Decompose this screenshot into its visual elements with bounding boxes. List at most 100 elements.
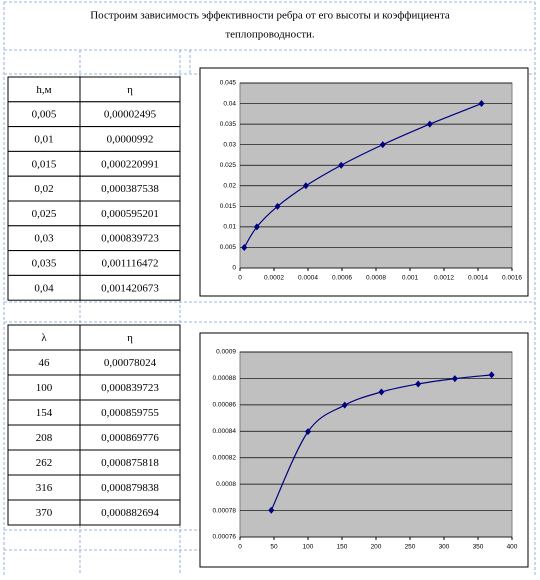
table-value: 0,015: [32, 158, 57, 170]
table-value: 0,000869776: [101, 432, 159, 444]
point: [268, 506, 275, 514]
x-tick-label: 0.0004: [298, 275, 318, 282]
table-cell: [7, 424, 81, 451]
y-tick-label: 0.0009: [216, 349, 236, 356]
y-tick-label: 0.00084: [213, 428, 237, 435]
table-value: 0,035: [32, 258, 57, 270]
chart: 0 0.005 0.01 0.015 0.02 0.025 0.03 0.035 0.04 0.0…: [199, 67, 529, 297]
table: λ η 46 0,00078024 100 0,000839723 154 0,0008597…: [7, 324, 181, 526]
table-value: 0,000839723: [101, 382, 159, 394]
table-cell: [7, 250, 81, 276]
table-cell: [79, 449, 181, 476]
y-tick-label: 0.02: [223, 182, 236, 189]
table-cell: [79, 374, 181, 401]
table-cell: [79, 250, 181, 276]
x-tick-label: 0: [238, 544, 242, 551]
x-tick-label: 200: [371, 544, 382, 551]
table-value: 0,00078024: [104, 357, 157, 369]
point: [451, 375, 458, 383]
table-cell: [79, 150, 181, 177]
table-cell: [79, 424, 181, 451]
x-tick-label: 0: [238, 275, 242, 282]
x-tick-label: 150: [337, 544, 348, 551]
point: [426, 120, 433, 128]
table-cell: [79, 200, 181, 227]
table-value: 0,000879838: [101, 482, 159, 494]
point: [241, 243, 248, 251]
y-tick-label: 0.035: [220, 121, 237, 128]
table-value: 0,000839723: [101, 233, 159, 245]
table-cell: [79, 175, 181, 202]
table-header: η: [127, 84, 133, 96]
table-value: 0,000875818: [101, 457, 159, 469]
chart: 0.00076 0.00078 0.0008 0.00082 0.00084 0.0008…: [199, 332, 529, 568]
point: [253, 223, 260, 231]
x-tick-label: 0.0012: [434, 275, 454, 282]
table-cell: [79, 126, 181, 152]
plot-area: [239, 351, 513, 538]
table-cell: [7, 499, 81, 526]
table-cell: [79, 76, 181, 103]
table-value: 0,005: [32, 109, 57, 121]
table-header: η: [127, 332, 133, 344]
point: [302, 182, 309, 190]
table-cell: [7, 349, 81, 376]
table-value: 316: [36, 482, 53, 494]
point: [274, 202, 281, 210]
title-line: Построим зависимость эффективности ребра…: [90, 10, 450, 22]
plot-area: [239, 82, 513, 269]
y-tick-label: 0.03: [223, 141, 236, 148]
table-value: 0,01: [34, 134, 53, 146]
x-tick-label: 300: [439, 544, 450, 551]
x-tick-label: 50: [270, 544, 278, 551]
table-value: 0,000882694: [101, 507, 159, 519]
table-value: 0,02: [34, 183, 53, 195]
title-line: теплопроводности.: [225, 29, 315, 41]
y-tick-label: 0.00078: [213, 507, 237, 514]
point: [378, 388, 385, 396]
x-tick-label: 400: [507, 544, 518, 551]
y-tick-label: 0.01: [223, 224, 236, 231]
y-tick-label: 0.025: [220, 162, 237, 169]
point: [379, 141, 386, 149]
point: [305, 428, 311, 436]
table-value: 208: [36, 432, 53, 444]
y-tick-label: 0.045: [220, 80, 237, 87]
y-tick-label: 0.0008: [216, 481, 236, 488]
table-value: 0,03: [34, 233, 54, 245]
x-tick-label: 0.0016: [502, 275, 522, 282]
point: [478, 100, 485, 108]
y-tick-label: 0.00076: [213, 534, 237, 541]
table-value: 0,04: [34, 282, 54, 294]
table-cell: [7, 449, 81, 476]
table-value: 0,000859755: [101, 407, 159, 419]
x-tick-label: 100: [303, 544, 314, 551]
y-tick-label: 0.04: [223, 100, 236, 107]
x-tick-label: 350: [473, 544, 484, 551]
table-cell: [79, 324, 181, 351]
table-value: 0,025: [32, 208, 57, 220]
table-value: 0,00002495: [104, 109, 157, 121]
y-tick-label: 0.005: [220, 244, 237, 251]
table-cell: [79, 274, 181, 301]
point: [488, 371, 495, 379]
table-value: 0,000220991: [101, 158, 159, 170]
table-cell: [7, 399, 81, 426]
table-header: h,м: [36, 84, 51, 96]
table-value: 154: [36, 407, 53, 419]
y-tick-label: 0.00082: [213, 454, 237, 461]
table-value: 0,001116472: [102, 258, 159, 270]
x-tick-label: 0.0006: [332, 275, 352, 282]
table-header: λ: [41, 332, 47, 344]
table-value: 262: [36, 457, 53, 469]
table-value: 100: [36, 382, 53, 394]
table-value: 0,001420673: [101, 282, 159, 294]
point: [415, 380, 422, 388]
x-tick-label: 0.001: [402, 275, 419, 282]
table: h,м η 0,005 0,00002495 0,01 0,0000992 0,015 0,0…: [7, 76, 181, 301]
table-value: 0,000387538: [101, 183, 159, 195]
y-tick-label: 0.00088: [213, 375, 237, 382]
point: [338, 161, 345, 169]
